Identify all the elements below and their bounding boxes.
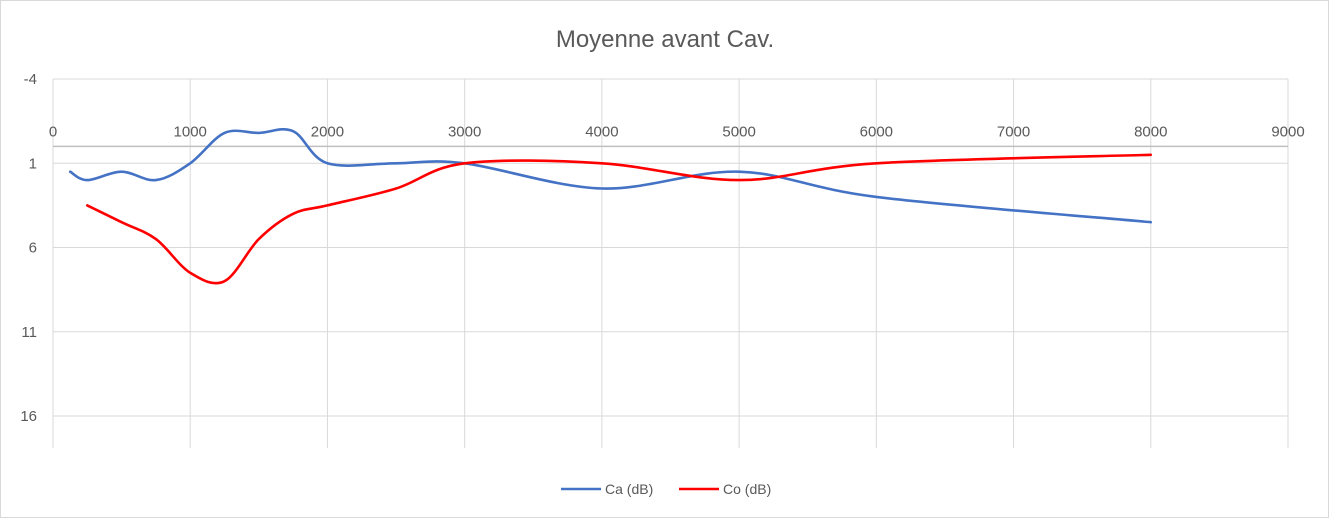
legend-label-2: Co (dB): [723, 481, 771, 497]
plot-series: [70, 129, 1151, 283]
y-tick-label: -4: [24, 71, 37, 88]
x-tick-label: 3000: [448, 123, 481, 140]
gridlines: [53, 79, 1288, 448]
x-tick-label: 0: [49, 123, 57, 140]
series-line-1: [70, 129, 1151, 222]
y-tick-label: 16: [20, 408, 37, 425]
x-tick-label: 2000: [311, 123, 344, 140]
y-tick-label: 6: [29, 240, 37, 257]
x-tick-label: 1000: [174, 123, 207, 140]
x-tick-label: 6000: [860, 123, 893, 140]
y-tick-label: 1: [29, 155, 37, 172]
series-line-2: [87, 155, 1151, 283]
legend: Ca (dB) Co (dB): [561, 481, 771, 497]
x-tick-label: 5000: [722, 123, 755, 140]
chart-title: Moyenne avant Cav.: [556, 26, 774, 53]
y-tick-label: 11: [21, 324, 37, 341]
x-tick-label: 8000: [1134, 123, 1167, 140]
x-tick-label: 7000: [997, 123, 1030, 140]
legend-label-1: Ca (dB): [605, 481, 653, 497]
x-tick-label: 9000: [1271, 123, 1304, 140]
x-tick-label: 4000: [585, 123, 618, 140]
